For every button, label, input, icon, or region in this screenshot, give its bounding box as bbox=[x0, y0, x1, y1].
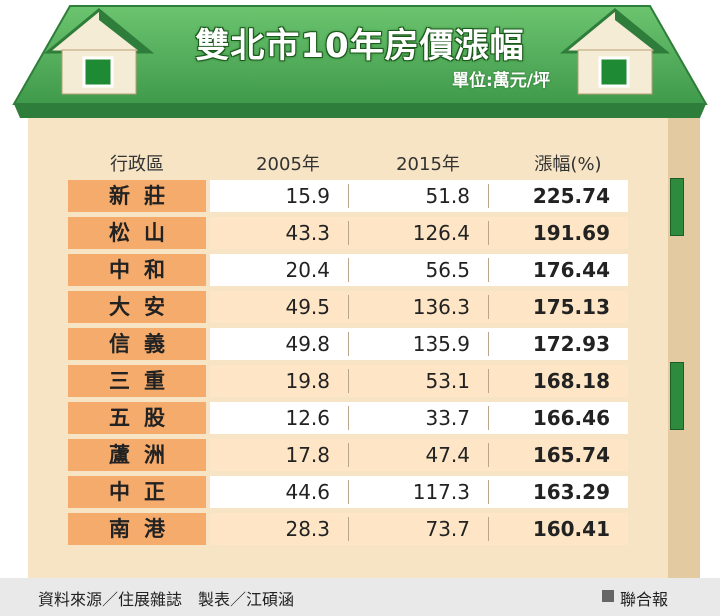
table-header: 行政區 2005年 2015年 漲幅(%) bbox=[68, 150, 668, 176]
roof bbox=[12, 5, 708, 118]
district-cell: 三重 bbox=[68, 365, 206, 397]
source-credit: 資料來源／住展雜誌 製表／江碩涵 bbox=[38, 590, 295, 609]
value-2005: 43.3 bbox=[285, 221, 330, 245]
value-2015: 51.8 bbox=[425, 184, 470, 208]
value-2005: 49.5 bbox=[285, 295, 330, 319]
value-2005: 44.6 bbox=[285, 480, 330, 504]
value-2015: 56.5 bbox=[425, 258, 470, 282]
header-change: 漲幅(%) bbox=[534, 154, 602, 175]
brand-name: 聯合報 bbox=[619, 590, 668, 609]
value-change: 166.46 bbox=[532, 406, 610, 430]
house-icon bbox=[44, 8, 154, 95]
value-change: 160.41 bbox=[532, 517, 610, 541]
value-2005: 15.9 bbox=[285, 184, 330, 208]
header-2015: 2015年 bbox=[396, 154, 460, 175]
value-2015: 126.4 bbox=[412, 221, 470, 245]
value-2005: 20.4 bbox=[285, 258, 330, 282]
district-cell: 松山 bbox=[68, 217, 206, 249]
value-2005: 17.8 bbox=[285, 443, 330, 467]
table-row: 信義 49.8 135.9 172.93 bbox=[68, 328, 628, 360]
value-2015: 47.4 bbox=[425, 443, 470, 467]
value-2015: 73.7 bbox=[425, 517, 470, 541]
brand-square-icon bbox=[602, 590, 614, 602]
page-title: 雙北市10年房價漲幅 bbox=[195, 26, 525, 66]
district-cell: 中正 bbox=[68, 476, 206, 508]
table-row: 中正 44.6 117.3 163.29 bbox=[68, 476, 628, 508]
district-cell: 五股 bbox=[68, 402, 206, 434]
table-row: 大安 49.5 136.3 175.13 bbox=[68, 291, 628, 323]
table-row: 松山 43.3 126.4 191.69 bbox=[68, 217, 628, 249]
value-2005: 49.8 bbox=[285, 332, 330, 356]
value-change: 163.29 bbox=[532, 480, 610, 504]
value-2015: 33.7 bbox=[425, 406, 470, 430]
value-change: 168.18 bbox=[532, 369, 610, 393]
table-row: 中和 20.4 56.5 176.44 bbox=[68, 254, 628, 286]
value-change: 172.93 bbox=[532, 332, 610, 356]
value-2005: 19.8 bbox=[285, 369, 330, 393]
district-cell: 大安 bbox=[68, 291, 206, 323]
district-cell: 中和 bbox=[68, 254, 206, 286]
house-icon bbox=[560, 8, 670, 95]
value-change: 225.74 bbox=[532, 184, 610, 208]
table-row: 蘆洲 17.8 47.4 165.74 bbox=[68, 439, 628, 471]
header-2005: 2005年 bbox=[256, 154, 320, 175]
value-2005: 28.3 bbox=[285, 517, 330, 541]
value-2015: 136.3 bbox=[412, 295, 470, 319]
table-row: 五股 12.6 33.7 166.46 bbox=[68, 402, 628, 434]
window-icon bbox=[670, 362, 684, 430]
value-change: 165.74 bbox=[532, 443, 610, 467]
value-2005: 12.6 bbox=[285, 406, 330, 430]
footer: 資料來源／住展雜誌 製表／江碩涵 聯合報 bbox=[0, 578, 720, 616]
table-row: 三重 19.8 53.1 168.18 bbox=[68, 365, 628, 397]
value-change: 176.44 bbox=[532, 258, 610, 282]
district-cell: 蘆洲 bbox=[68, 439, 206, 471]
value-2015: 117.3 bbox=[412, 480, 470, 504]
value-change: 191.69 bbox=[532, 221, 610, 245]
district-cell: 南港 bbox=[68, 513, 206, 545]
table-row: 新莊 15.9 51.8 225.74 bbox=[68, 180, 628, 212]
district-cell: 信義 bbox=[68, 328, 206, 360]
district-cell: 新莊 bbox=[68, 180, 206, 212]
value-change: 175.13 bbox=[532, 295, 610, 319]
window-icon bbox=[670, 178, 684, 236]
unit-label: 單位:萬元/坪 bbox=[451, 71, 550, 91]
header-district: 行政區 bbox=[110, 154, 164, 175]
value-2015: 53.1 bbox=[425, 369, 470, 393]
table-row: 南港 28.3 73.7 160.41 bbox=[68, 513, 628, 545]
value-2015: 135.9 bbox=[412, 332, 470, 356]
